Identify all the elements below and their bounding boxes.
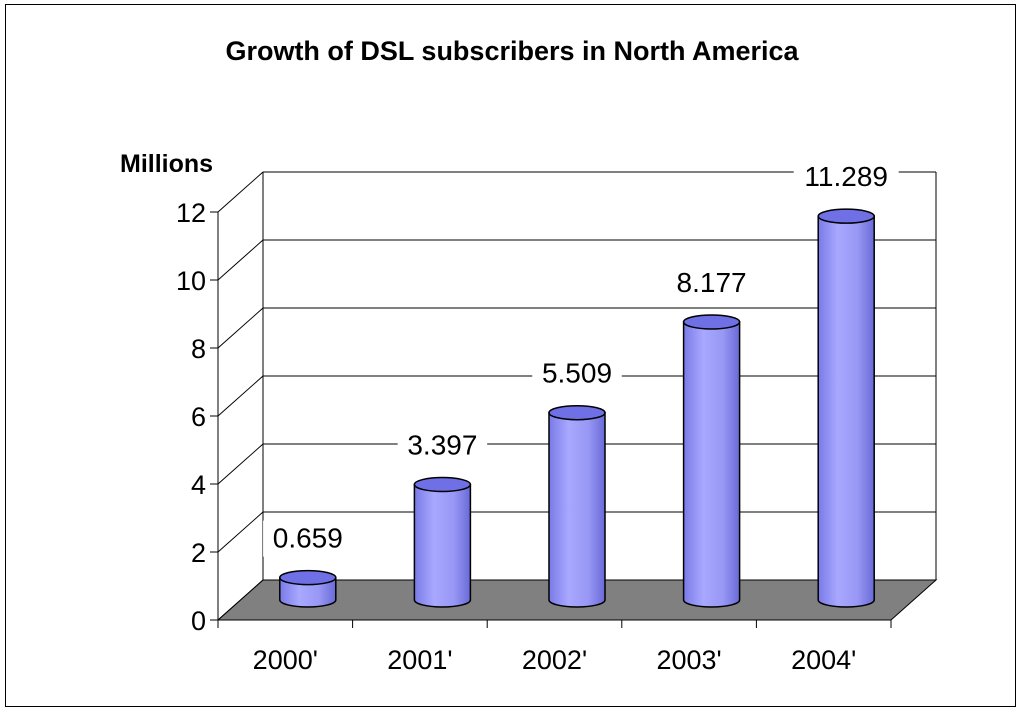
side-wall-gridline [217, 443, 264, 485]
x-tick-label: 2000' [253, 645, 318, 675]
side-wall-gridline [217, 375, 264, 417]
bar-top [817, 208, 875, 224]
x-tick-label: 2003' [656, 645, 721, 675]
x-tick-label: 2004' [791, 645, 856, 675]
bar [817, 208, 875, 608]
y-tick-label: 12 [176, 198, 206, 228]
side-wall-gridline [217, 579, 264, 621]
y-tick-label: 0 [191, 606, 206, 636]
bar-top [682, 314, 741, 330]
bar [682, 314, 741, 608]
data-label-background [666, 264, 757, 301]
bar-body [279, 576, 337, 608]
bar-body [682, 321, 741, 608]
bar [413, 476, 472, 608]
bar-body [413, 483, 472, 608]
bar-top [548, 404, 606, 421]
data-label: 0.659 [273, 523, 343, 554]
y-tick-label: 4 [191, 470, 206, 500]
side-wall-gridline [217, 511, 264, 553]
bar-top [279, 569, 337, 586]
y-axis-unit-label: Millions [120, 150, 213, 178]
chart-title: Growth of DSL subscribers in North Ameri… [225, 36, 799, 66]
data-label-background [532, 355, 622, 392]
bar-body [817, 215, 875, 608]
data-label: 8.177 [677, 267, 747, 298]
x-tick-label: 2001' [387, 645, 452, 675]
bars [279, 208, 875, 608]
side-wall-gridline [217, 307, 264, 349]
data-label-background [793, 159, 899, 196]
y-tick-label: 6 [191, 402, 206, 432]
bar [548, 404, 606, 608]
side-wall-gridline [217, 239, 264, 281]
y-tick-label: 2 [191, 538, 206, 568]
bar-top [413, 476, 472, 493]
data-label-background [397, 427, 488, 464]
data-label: 3.397 [407, 430, 477, 461]
side-wall-gridline [217, 171, 264, 213]
data-label-background [263, 520, 353, 557]
data-labels: 0.659 3.397 5.509 8.177 11.289 [263, 159, 899, 557]
y-tick-label: 10 [176, 266, 206, 296]
data-label: 11.289 [804, 161, 888, 192]
bar [279, 569, 337, 608]
y-tick-label: 8 [191, 334, 206, 364]
x-tick-label: 2002' [522, 645, 587, 675]
bar-body [548, 411, 606, 608]
data-label: 5.509 [542, 358, 612, 389]
